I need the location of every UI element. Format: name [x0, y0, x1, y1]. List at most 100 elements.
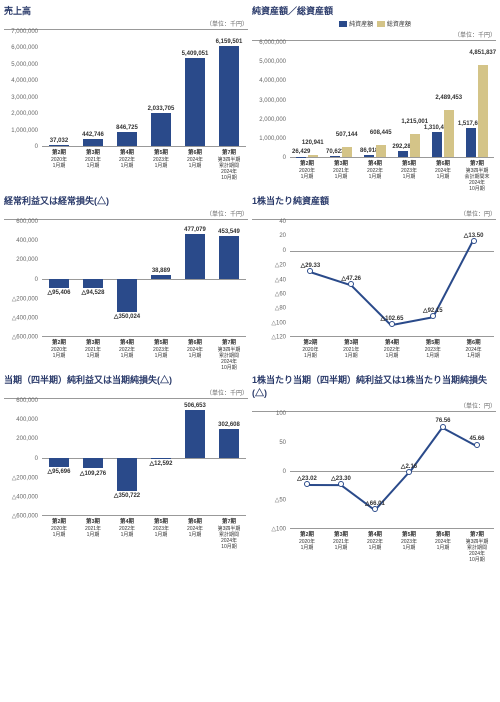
chart-area: △600,000△400,000△200,0000200,000400,0006… — [4, 219, 248, 369]
x-labels: 第2期2020年1月期第3期2021年1月期第4期2022年1月期第5期2023… — [42, 149, 246, 179]
y-tick: 7,000,000 — [4, 29, 38, 35]
y-tick: 3,000,000 — [252, 98, 286, 104]
y-tick: 50 — [252, 440, 286, 446]
value-label: △29.33 — [301, 262, 321, 269]
bar — [49, 279, 69, 288]
bar-series1 — [296, 157, 306, 158]
bar — [49, 145, 69, 146]
line-segment — [432, 240, 473, 317]
chart-title: 純資産額／総資産額 — [252, 4, 496, 17]
value-label: △95,696 — [48, 468, 71, 475]
x-labels: 第2期2020年1月期第3期2021年1月期第4期2022年1月期第5期2023… — [42, 339, 246, 369]
bar — [219, 46, 239, 146]
x-label: 第7期第3四半期累計期間2024年10月期 — [212, 339, 246, 369]
data-point — [440, 424, 446, 430]
x-label: 第3期2021年1月期 — [76, 339, 110, 369]
y-tick: 2,000,000 — [252, 117, 286, 123]
value-label: △66.01 — [365, 500, 385, 507]
y-tick: 2,000,000 — [4, 111, 38, 117]
x-label: 第4期2022年1月期 — [358, 531, 392, 561]
bar — [151, 458, 171, 459]
data-point — [307, 268, 313, 274]
value-label: 37,032 — [50, 138, 68, 144]
x-label: 第4期2022年1月期 — [110, 339, 144, 369]
data-point — [348, 281, 354, 287]
value-label: 120,941 — [302, 140, 324, 146]
data-point — [406, 469, 412, 475]
x-label: 第2期2020年1月期 — [290, 339, 331, 369]
y-tick: 100 — [252, 411, 286, 417]
value-label: 1,215,001 — [401, 119, 428, 125]
bar-series2 — [376, 145, 386, 157]
y-tick: 1,000,000 — [4, 128, 38, 134]
value-label: △13.50 — [464, 232, 484, 239]
zero-line — [42, 458, 246, 459]
y-tick: 1,000,000 — [252, 136, 286, 142]
y-tick: △100 — [252, 526, 286, 533]
x-label: 第3期2021年1月期 — [76, 149, 110, 179]
value-label: 477,079 — [184, 227, 206, 233]
x-label: 第4期2022年1月期 — [358, 160, 392, 190]
value-label: △350,722 — [114, 492, 140, 499]
data-point — [338, 481, 344, 487]
unit-label: （単位：円） — [252, 401, 496, 410]
bar-series1 — [432, 132, 442, 157]
value-label: 6,159,501 — [216, 39, 243, 45]
bar — [117, 279, 137, 312]
x-labels: 第2期2020年1月期第3期2021年1月期第4期2022年1月期第5期2023… — [290, 339, 494, 369]
data-point — [430, 313, 436, 319]
bar — [49, 458, 69, 467]
x-label: 第6期2024年1月期 — [178, 518, 212, 548]
y-tick: △600,000 — [4, 334, 38, 341]
chart-panel: 1株当たり純資産額（単位：円）△120△100△80△60△40△2002040… — [252, 194, 496, 369]
value-label: 507,144 — [336, 132, 358, 138]
bar-series2 — [410, 134, 420, 157]
y-tick: 3,000,000 — [4, 95, 38, 101]
plot-area: 37,032442,746846,7252,033,7055,409,0516,… — [42, 32, 246, 147]
bar — [83, 139, 103, 146]
y-tick: 0 — [4, 456, 38, 462]
value-label: 608,445 — [370, 130, 392, 136]
x-label: 第3期2021年1月期 — [324, 531, 358, 561]
value-label: 442,746 — [82, 132, 104, 138]
value-label: 4,851,837 — [469, 50, 496, 56]
bar — [117, 132, 137, 146]
y-tick: 5,000,000 — [252, 59, 286, 65]
value-label: 5,409,051 — [182, 51, 209, 57]
x-label: 第7期第3四半期会計期間末2024年10月期 — [460, 160, 494, 190]
x-labels: 第2期2020年1月期第3期2021年1月期第4期2022年1月期第5期2023… — [42, 518, 246, 548]
x-label: 第7期第3四半期累計期間2024年10月期 — [212, 149, 246, 179]
y-tick: 20 — [252, 233, 286, 239]
legend: 純資産額 総資産額 — [252, 19, 496, 28]
x-label: 第6期2024年1月期 — [178, 339, 212, 369]
y-tick: △600,000 — [4, 513, 38, 520]
chart-title: 売上高 — [4, 4, 248, 17]
y-tick: 6,000,000 — [4, 45, 38, 51]
x-label: 第6期2024年1月期 — [178, 149, 212, 179]
chart-area: △100△50050100△23.02△23.30△66.01△2.1676.5… — [252, 411, 496, 561]
y-tick: △20 — [252, 262, 286, 269]
y-tick: 4,000,000 — [252, 78, 286, 84]
x-label: 第5期2023年1月期 — [392, 531, 426, 561]
bar — [185, 410, 205, 458]
x-label: 第6期2024年1月期 — [453, 339, 494, 369]
value-label: 506,653 — [184, 403, 206, 409]
y-tick: 40 — [252, 219, 286, 225]
unit-label: （単位：千円） — [4, 209, 248, 218]
unit-label: （単位：千円） — [4, 388, 248, 397]
x-label: 第5期2023年1月期 — [392, 160, 426, 190]
chart-panel: 1株当たり当期（四半期）純利益又は1株当たり当期純損失(△) （単位：円） △100… — [252, 373, 496, 561]
y-tick: 200,000 — [4, 257, 38, 263]
data-point — [389, 321, 395, 327]
x-label: 第5期2023年1月期 — [144, 149, 178, 179]
bar — [83, 279, 103, 288]
chart-title: 1株当たり当期（四半期）純利益又は1株当たり当期純損失(△) — [252, 373, 496, 399]
bar — [219, 429, 239, 458]
value-label: 76.56 — [435, 418, 450, 424]
y-tick: 400,000 — [4, 238, 38, 244]
y-tick: △200,000 — [4, 474, 38, 481]
x-label: 第2期2020年1月期 — [42, 339, 76, 369]
y-tick: 0 — [252, 155, 286, 161]
zero-line — [290, 471, 494, 472]
chart-title: 当期（四半期）純利益又は当期純損失(△) — [4, 373, 248, 386]
